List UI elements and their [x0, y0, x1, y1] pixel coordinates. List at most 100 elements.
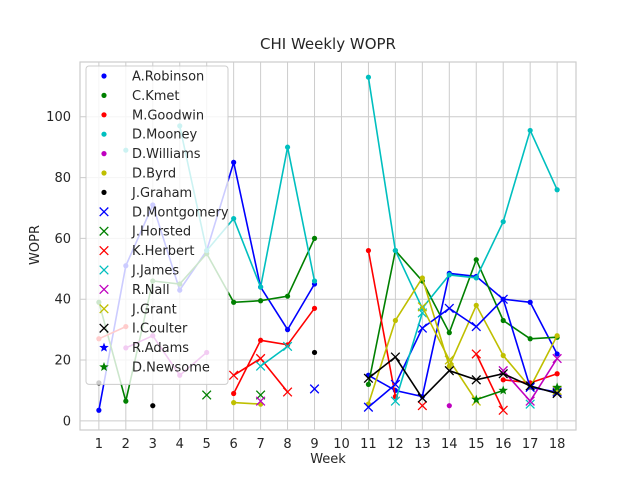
series-line: [475, 353, 504, 411]
series-line: [260, 345, 289, 367]
series-line: [367, 250, 397, 397]
legend-marker: [99, 245, 109, 256]
data-point: [554, 351, 560, 357]
x-tick-label: 12: [387, 437, 404, 452]
data-point: [446, 330, 452, 336]
legend-label: D.Newsome: [132, 361, 210, 376]
data-point: [258, 337, 264, 343]
x-tick-label: 13: [414, 437, 431, 452]
data-point: [255, 353, 266, 364]
data-point: [309, 384, 320, 394]
legend-label: R.Nall: [132, 283, 170, 298]
data-point: [525, 396, 535, 406]
legend-marker: [101, 151, 107, 157]
series-d-montgomery: [309, 294, 562, 412]
data-point: [282, 341, 293, 352]
data-point: [311, 349, 318, 356]
series-line: [367, 297, 558, 408]
x-tick-label: 8: [283, 437, 291, 452]
legend-item: D.Mooney: [101, 128, 198, 143]
legend-label: I.Coulter: [132, 322, 188, 337]
legend-item: J.Horsted: [99, 225, 191, 240]
data-point: [284, 144, 291, 150]
series-line: [367, 355, 558, 400]
data-point: [363, 402, 374, 412]
legend-item: D.Byrd: [101, 167, 176, 182]
legend-label: A.Robinson: [132, 70, 204, 85]
data-point: [231, 159, 237, 165]
data-point: [500, 219, 506, 225]
data-point: [527, 336, 533, 342]
legend-marker: [99, 284, 109, 295]
data-point: [255, 361, 266, 371]
legend-marker: [99, 342, 109, 352]
data-point: [525, 399, 535, 409]
data-point: [498, 385, 508, 395]
data-point: [419, 275, 425, 281]
data-point: [500, 377, 506, 383]
legend-item: D.Montgomery: [99, 205, 229, 220]
x-tick-label: 4: [176, 437, 184, 452]
legend-marker: [99, 304, 109, 314]
x-tick-label: 18: [549, 437, 566, 452]
legend-item: M.Goodwin: [101, 108, 204, 123]
legend-label: D.Williams: [132, 147, 201, 162]
y-tick-label: 40: [54, 293, 71, 308]
x-tick-label: 5: [203, 437, 211, 452]
y-tick-label: 100: [46, 110, 71, 125]
data-point: [444, 355, 455, 365]
plot-frame: [79, 61, 577, 431]
x-tick-label: 10: [333, 437, 350, 452]
legend-marker: [101, 112, 107, 118]
y-tick-label: 80: [54, 171, 71, 186]
data-point: [392, 247, 398, 254]
y-tick-label: 20: [54, 354, 71, 369]
data-point: [444, 303, 455, 314]
series-line: [367, 248, 558, 385]
data-point: [284, 293, 291, 299]
data-point: [473, 302, 479, 308]
data-point: [500, 352, 506, 359]
data-point: [552, 382, 562, 392]
data-point: [552, 387, 562, 397]
data-point: [446, 272, 452, 278]
data-point: [417, 302, 428, 312]
x-tick-label: 3: [149, 437, 157, 452]
data-point: [525, 381, 535, 391]
legend-item: K.Herbert: [99, 244, 194, 259]
data-point: [365, 247, 372, 254]
data-point: [444, 365, 455, 376]
data-point: [417, 400, 428, 411]
x-axis-label: Week: [310, 452, 346, 467]
data-point: [471, 321, 482, 332]
data-point: [255, 396, 266, 406]
legend-item: I.Coulter: [99, 322, 188, 337]
x-tick-label: 11: [360, 437, 377, 452]
legend-marker: [99, 323, 109, 333]
x-tick-label: 9: [310, 437, 318, 452]
series-d-newsome: [471, 382, 562, 404]
legend-marker: [101, 131, 107, 137]
data-point: [363, 373, 374, 384]
series-line: [367, 77, 558, 310]
data-point: [231, 299, 237, 305]
data-point: [231, 390, 237, 397]
data-point: [554, 333, 560, 339]
data-point: [446, 403, 452, 409]
data-point: [258, 298, 264, 304]
series-k-herbert: [228, 349, 508, 415]
y-tick-label: 0: [63, 414, 71, 429]
legend-marker: [101, 170, 107, 176]
data-point: [473, 275, 479, 281]
legend-label: D.Mooney: [132, 128, 198, 143]
x-tick-label: 2: [122, 437, 130, 452]
data-point: [552, 353, 562, 364]
legend-marker: [99, 226, 109, 236]
legend-label: C.Kmet: [132, 89, 180, 104]
legend-label: J.Horsted: [131, 225, 191, 240]
data-point: [96, 407, 102, 413]
data-point: [471, 375, 482, 385]
legend-label: J.Grant: [131, 302, 177, 317]
legend-item: C.Kmet: [101, 89, 180, 104]
